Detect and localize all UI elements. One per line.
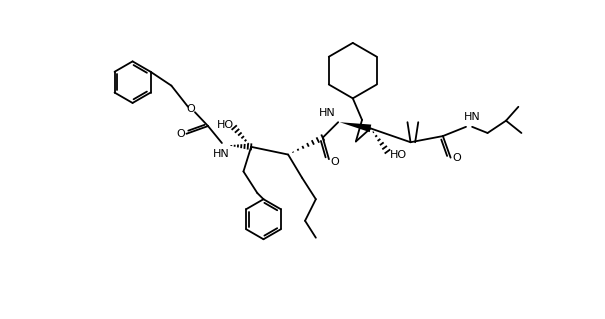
Text: HN: HN <box>319 108 336 118</box>
Text: O: O <box>453 152 461 163</box>
Text: HO: HO <box>217 120 234 130</box>
Text: HO: HO <box>390 150 407 160</box>
Text: O: O <box>187 104 195 114</box>
Polygon shape <box>340 122 371 132</box>
Text: O: O <box>176 129 185 139</box>
Text: O: O <box>331 157 339 167</box>
Text: HN: HN <box>463 112 480 122</box>
Text: HN: HN <box>213 149 229 159</box>
